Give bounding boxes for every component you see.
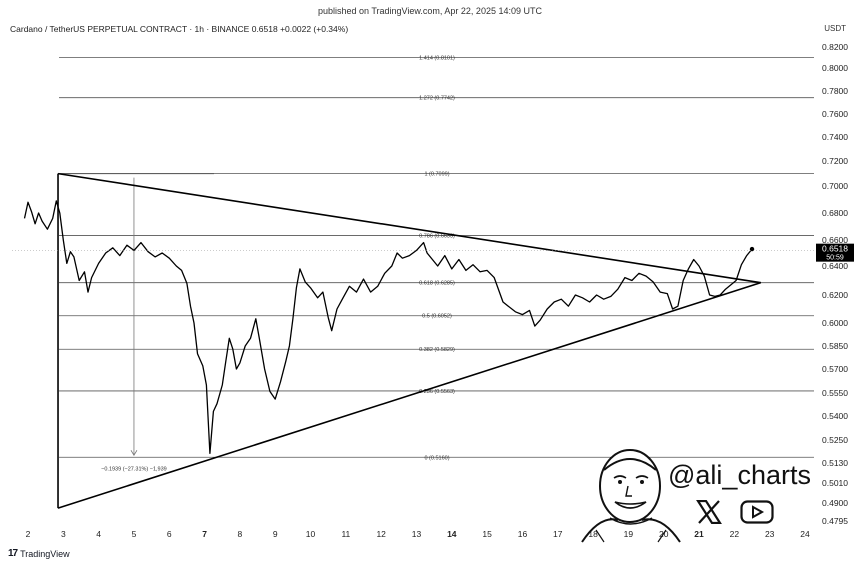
symbol-name: Cardano / TetherUS PERPETUAL CONTRACT · …: [10, 24, 250, 34]
x-tick-label: 16: [518, 529, 528, 539]
x-tick-label: 11: [341, 529, 350, 539]
tradingview-name: TradingView: [20, 548, 70, 559]
symbol-change: +0.0022 (+0.34%): [280, 24, 349, 34]
x-tick-label: 8: [238, 529, 243, 539]
price-last-point: [749, 246, 755, 252]
y-tick-label: 0.4795: [822, 516, 848, 526]
x-tick-label: 18: [588, 529, 598, 539]
y-tick-label: 0.7400: [822, 132, 848, 142]
fib-level-label: 0.786 (0.6633): [419, 234, 455, 240]
tradingview-logo-icon: 17: [8, 548, 18, 559]
measure-arrow: [130, 450, 138, 457]
fib-level-label: 1 (0.7099): [424, 172, 449, 178]
fib-level-label: 1.272 (0.7742): [419, 96, 455, 102]
y-tick-label: 0.7000: [822, 181, 848, 191]
fib-level-label: 0.5 (0.6052): [422, 314, 452, 320]
x-tick-label: 13: [412, 529, 422, 539]
watermark-handle: @ali_charts: [668, 460, 811, 490]
y-tick-label: 0.5250: [822, 435, 848, 445]
x-tick-label: 14: [447, 529, 457, 539]
x-tick-label: 10: [306, 529, 316, 539]
y-tick-label: 0.8000: [822, 63, 848, 73]
x-tick-label: 19: [624, 529, 634, 539]
x-tick-label: 12: [376, 529, 386, 539]
y-tick-label: 0.6400: [822, 261, 848, 271]
y-tick-label: 0.7800: [822, 86, 848, 96]
y-tick-label: 0.4900: [822, 498, 848, 508]
y-tick-label: 0.5010: [822, 478, 848, 488]
y-tick-label: 0.5700: [822, 364, 848, 374]
x-tick-label: 21: [694, 529, 704, 539]
measure-label: −0.1939 (−27.31%) −1,939: [101, 466, 167, 472]
social-icons: [695, 499, 774, 529]
y-tick-label: 0.5850: [822, 341, 848, 351]
x-tick-label: 6: [167, 529, 172, 539]
y-tick-label: 0.6600: [822, 235, 848, 245]
x-tick-label: 2: [26, 529, 31, 539]
price-tag-timer: 50:59: [826, 255, 844, 262]
youtube-icon: [740, 500, 774, 529]
x-tick-label: 5: [132, 529, 137, 539]
fib-level-label: 0.236 (0.5563): [419, 389, 455, 395]
price-tag-value: 0.6518: [822, 244, 848, 254]
price-tag-box: [816, 243, 854, 262]
fib-level-label: 0.618 (0.6285): [419, 281, 455, 287]
published-caption: published on TradingView.com, Apr 22, 20…: [318, 6, 542, 16]
triangle-upper-trendline: [57, 172, 761, 284]
x-tick-label: 3: [61, 529, 66, 539]
x-logo-icon: [695, 499, 723, 529]
y-tick-label: 0.6200: [822, 290, 848, 300]
y-tick-label: 0.5400: [822, 411, 848, 421]
y-tick-label: 0.8200: [822, 42, 848, 52]
fib-level-label: 0 (0.5160): [424, 455, 449, 461]
x-tick-label: 7: [202, 529, 207, 539]
fib-level-label: 1.414 (0.8101): [419, 55, 455, 61]
fib-level-label: 0.382 (0.5829): [419, 347, 455, 353]
y-tick-label: 0.7200: [822, 156, 848, 166]
x-tick-label: 22: [730, 529, 740, 539]
avatar: [581, 449, 681, 543]
price-series-line: [23, 200, 753, 455]
x-tick-label: 15: [482, 529, 492, 539]
x-tick-label: 17: [553, 529, 563, 539]
y-tick-label: 0.5130: [822, 458, 848, 468]
currency-label: USDT: [824, 24, 846, 33]
symbol-header: Cardano / TetherUS PERPETUAL CONTRACT · …: [10, 24, 348, 34]
y-tick-label: 0.5550: [822, 388, 848, 398]
y-tick-label: 0.6800: [822, 208, 848, 218]
x-tick-label: 24: [800, 529, 810, 539]
x-tick-label: 23: [765, 529, 775, 539]
y-tick-label: 0.6000: [822, 318, 848, 328]
y-tick-label: 0.7600: [822, 109, 848, 119]
x-tick-label: 9: [273, 529, 278, 539]
x-tick-label: 4: [96, 529, 101, 539]
tradingview-brand: 17 TradingView: [8, 548, 70, 559]
triangle-lower-trendline: [57, 281, 762, 509]
symbol-price: 0.6518: [251, 24, 278, 34]
